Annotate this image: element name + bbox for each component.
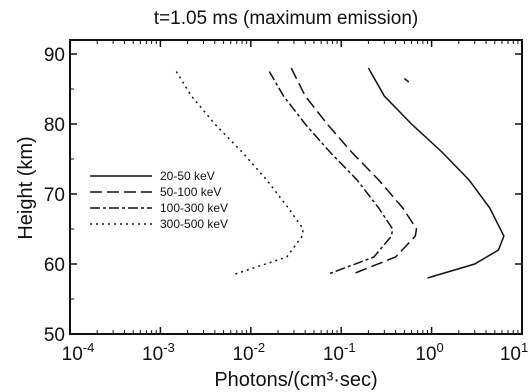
x-tick-label: 100 bbox=[415, 340, 443, 365]
y-tick-label: 70 bbox=[44, 185, 65, 206]
tick-layer: 10-4 10-3 10-2 10-1 100 101 50 60 70 80 90 bbox=[44, 40, 528, 365]
y-tick-label: 80 bbox=[44, 115, 65, 136]
x-tick-label: 10-2 bbox=[232, 340, 265, 365]
y-tick-label: 90 bbox=[44, 45, 65, 66]
y-tick-label: 50 bbox=[44, 325, 65, 346]
legend-label: 20-50 keV bbox=[160, 169, 215, 183]
legend: 20-50 keV 50-100 keV 100-300 keV 300-500 ke… bbox=[90, 169, 228, 231]
series-line-300-500-kev bbox=[175, 71, 304, 276]
x-tick-label: 10-1 bbox=[323, 340, 356, 365]
legend-label: 100-300 keV bbox=[160, 201, 228, 215]
x-tick-label: 10-3 bbox=[142, 340, 175, 365]
series-layer bbox=[175, 67, 505, 279]
legend-label: 300-500 keV bbox=[160, 217, 228, 231]
series-line-50-100-kev bbox=[290, 67, 418, 276]
stray-mark bbox=[403, 77, 410, 83]
x-axis-title: Photons/(cm³·sec) bbox=[214, 369, 377, 391]
x-tick-label: 10-4 bbox=[62, 340, 95, 365]
y-tick-label: 60 bbox=[44, 255, 65, 276]
series-line-100-300-kev bbox=[268, 71, 394, 276]
legend-label: 50-100 keV bbox=[160, 185, 221, 199]
x-tick-label: 101 bbox=[500, 340, 528, 365]
chart-title: t=1.05 ms (maximum emission) bbox=[154, 8, 418, 29]
plot-frame bbox=[69, 39, 523, 335]
y-axis-title: Height (km) bbox=[15, 136, 37, 239]
series-line-20-50-kev bbox=[367, 67, 505, 279]
